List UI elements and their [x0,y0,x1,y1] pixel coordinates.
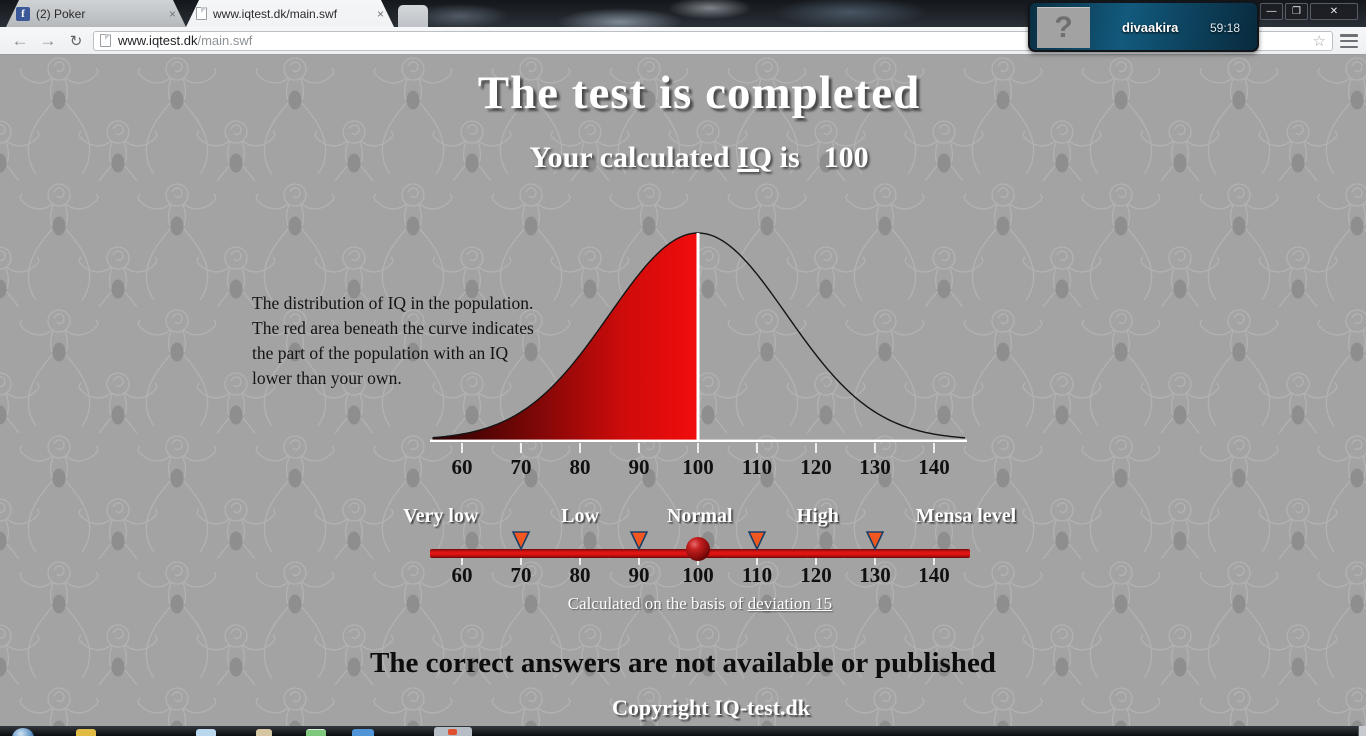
start-button[interactable] [12,728,34,736]
window-controls: — ❐ ✕ [1260,3,1358,20]
url-path: /main.swf [197,33,253,48]
address-bar[interactable]: www.iqtest.dk/main.swf ☆ [93,30,1333,51]
page-icon [100,34,111,47]
iq-result-line: Your calculated IQ is 100 [32,141,1366,175]
axis-tick-label: 130 [859,455,891,479]
category-label: High [796,505,839,527]
description-line: The red area beneath the curve indicates [252,318,534,338]
taskbar-icon[interactable] [76,729,96,736]
tab-label: www.iqtest.dk/main.swf [213,6,338,21]
minimize-button[interactable]: — [1260,3,1283,20]
tab-label: (2) Poker [36,6,86,21]
axis-tick-label: 110 [741,455,773,479]
marker-triangle-icon [511,531,531,551]
new-tab-button[interactable] [398,5,428,27]
axis-tick-label: 100 [682,563,714,587]
iq-value: 100 [823,141,869,174]
screenshare-overlay[interactable]: ? divaakira 59:18 [1028,1,1259,52]
taskbar-icon[interactable] [196,729,216,736]
description-line: the part of the population with an IQ [252,343,509,363]
curve-axis-line [430,439,967,442]
curve-axis-labels: 60 70 80 90 100 110 120 130 140 [430,455,970,479]
windows-taskbar [0,726,1366,736]
subtitle-pre: Your calculated [529,141,738,174]
forward-button[interactable]: → [39,30,57,50]
taskbar-app-button[interactable] [434,727,472,736]
tab-poker[interactable]: f (2) Poker × [6,0,186,27]
url-domain: www.iqtest.dk [118,33,198,48]
page-content: The test is completed Your calculated IQ… [0,55,1366,726]
axis-tick-label: 60 [451,455,473,479]
category-label: Mensa level [915,505,1017,527]
menu-hamburger-icon[interactable] [1338,33,1360,49]
axis-tick-label: 120 [800,455,832,479]
curve-description: The distribution of IQ in the population… [252,291,597,391]
category-label: Low [561,505,599,527]
taskbar-icon[interactable] [352,729,374,736]
reload-button[interactable]: ↻ [69,32,83,50]
marker-triangle-icon [865,531,885,551]
tab-iqtest[interactable]: www.iqtest.dk/main.swf × [186,0,394,27]
overlay-username: divaakira [1122,20,1179,35]
taskbar-icon[interactable] [306,729,326,736]
curve-axis-ticks [461,443,935,453]
facebook-icon: f [16,7,30,21]
axis-tick-label: 130 [859,563,891,587]
axis-tick-label: 80 [569,563,591,587]
axis-tick-label: 120 [800,563,832,587]
deviation-note: Calculated on the basis of deviation 15 [430,594,970,614]
axis-tick-label: 70 [510,563,532,587]
subtitle-iq: IQ [737,141,773,174]
axis-tick-label: 60 [451,563,473,587]
subtitle-is: is [772,141,800,174]
page-icon [196,7,207,20]
avatar: ? [1037,7,1090,48]
iq-bell-curve [430,232,967,453]
overlay-timer: 59:18 [1209,21,1240,35]
marker-triangle-icon [629,531,649,551]
marker-triangle-icon [747,531,767,551]
axis-tick-label: 80 [569,455,591,479]
deviation-pre: Calculated on the basis of [567,594,748,613]
slider-markers [511,531,885,551]
axis-tick-label: 90 [628,563,650,587]
taskbar-icon[interactable] [256,729,272,736]
axis-tick-label: 90 [628,455,650,479]
slider-axis-labels: 60 70 80 90 100 110 120 130 140 [430,563,970,587]
close-button[interactable]: ✕ [1310,3,1358,20]
category-label: Very low [403,505,479,527]
deviation-link[interactable]: deviation 15 [747,594,833,613]
description-line: The distribution of IQ in the population… [252,293,534,313]
back-button[interactable]: ← [11,30,29,50]
description-line: lower than your own. [252,368,402,388]
axis-tick-label: 110 [741,563,773,587]
slider-ball [686,537,710,561]
axis-tick-label: 140 [918,563,950,587]
axis-tick-label: 100 [682,455,714,479]
maximize-button[interactable]: ❐ [1285,3,1308,20]
axis-tick-label: 70 [510,455,532,479]
page-title: The test is completed [477,67,921,119]
url-text: www.iqtest.dk/main.swf [118,33,252,48]
footer-note: The correct answers are not available or… [370,647,996,679]
tab-close-icon[interactable]: × [376,6,384,21]
category-label: Normal [666,505,733,527]
bookmark-star-icon[interactable]: ☆ [1312,32,1326,50]
iq-scale-slider [430,531,970,565]
slider-ticks [461,558,935,565]
tab-close-icon[interactable]: × [168,6,176,21]
copyright: Copyright IQ-test.dk [611,695,810,720]
show-desktop-button[interactable] [1358,726,1366,736]
iq-category-labels: Very low Low Normal High Mensa level [403,505,1016,531]
curve-red-area [432,233,698,440]
axis-tick-label: 140 [918,455,950,479]
